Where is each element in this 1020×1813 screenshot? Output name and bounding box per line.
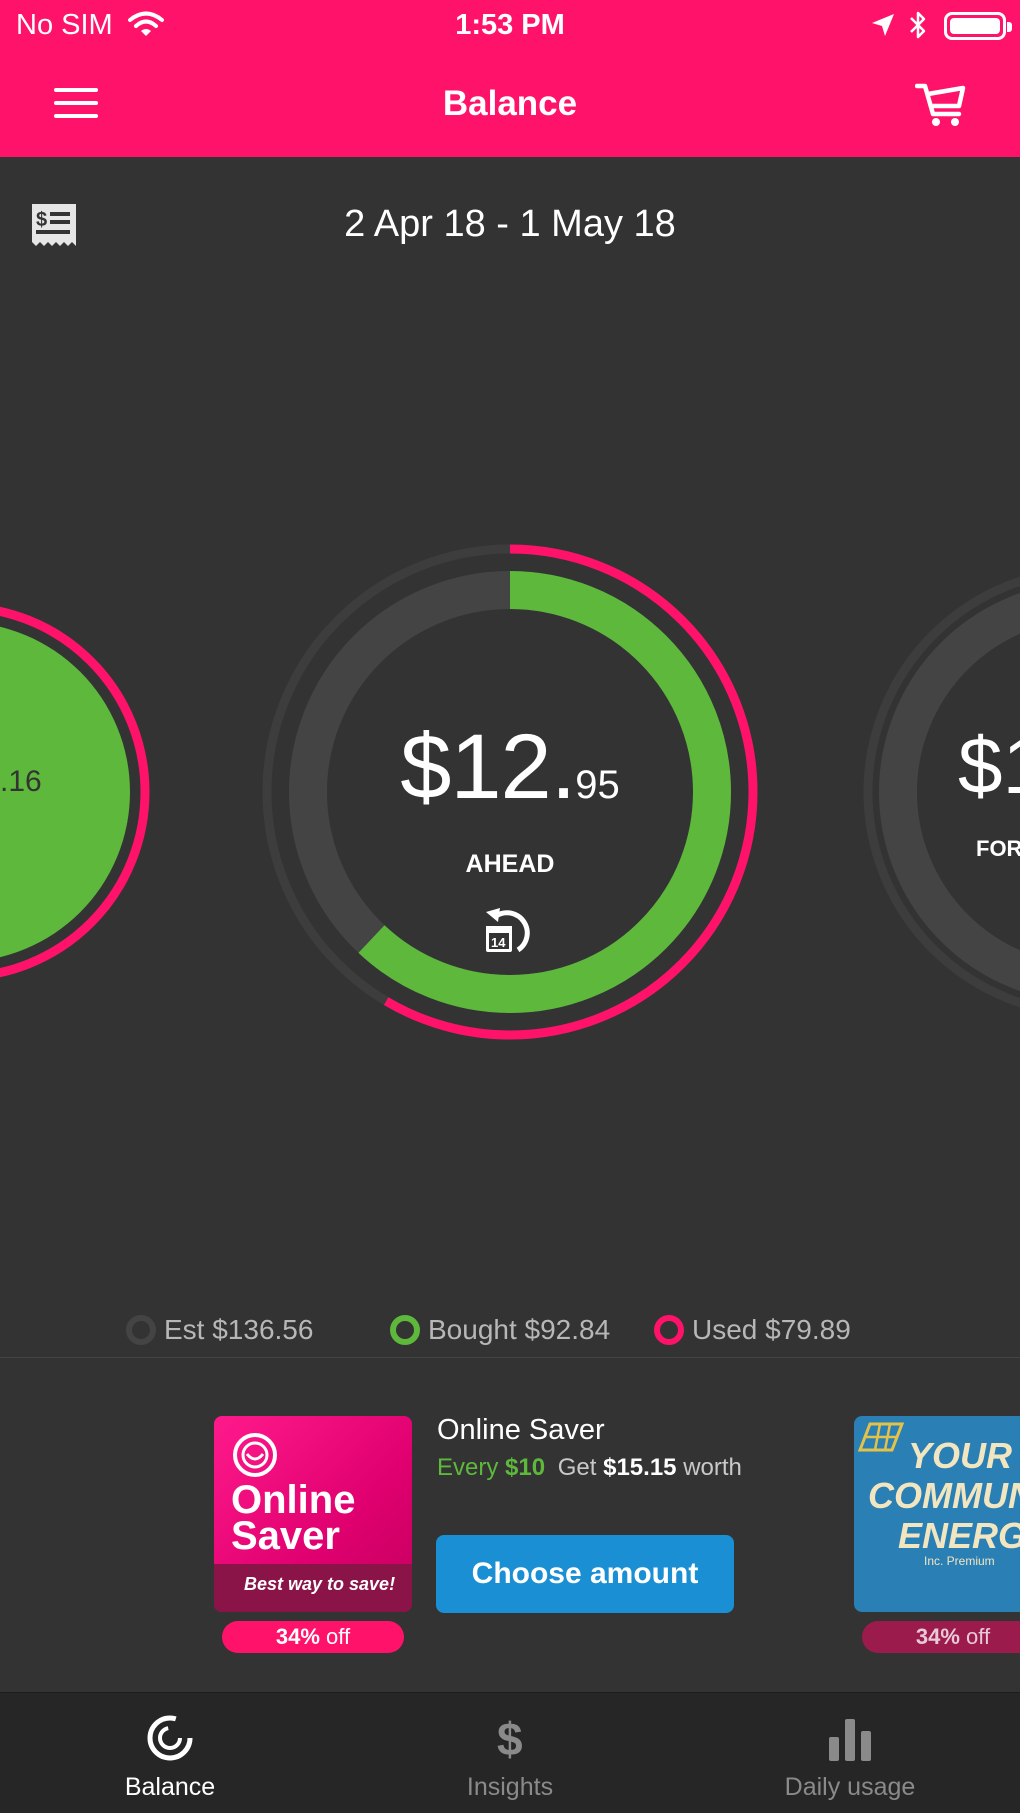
offer-every-label: Every	[437, 1454, 499, 1481]
legend-used: Used $79.89	[654, 1310, 851, 1350]
legend-est: Est $136.56	[126, 1310, 313, 1350]
legend-est-label: Est $136.56	[164, 1314, 314, 1345]
tab-daily-usage-label: Daily usage	[784, 1773, 916, 1801]
next-est-ring	[863, 576, 1020, 1008]
status-bar: No SIM 1:53 PM	[0, 0, 1020, 52]
balance-status: AHEAD	[465, 850, 555, 878]
clock: 1:53 PM	[455, 9, 565, 41]
community-line-1: YOUR	[908, 1435, 1013, 1476]
community-line-3: ENERGY	[898, 1515, 1020, 1556]
solar-panel-icon	[857, 1422, 905, 1452]
balance-rings	[0, 544, 1020, 1040]
tab-balance-label: Balance	[124, 1773, 216, 1801]
tab-bar: Balance $ Insights Daily usage	[0, 1692, 1020, 1813]
tab-balance[interactable]: Balance	[0, 1693, 340, 1813]
est-dot-icon	[126, 1315, 156, 1345]
next-balance-value: $1	[958, 721, 1020, 810]
offer-worth-label: worth	[683, 1454, 742, 1481]
choose-amount-button[interactable]: Choose amount	[436, 1535, 734, 1613]
location-arrow-icon	[872, 14, 894, 36]
tab-insights-label: Insights	[466, 1773, 554, 1801]
offer-get-amount: $15.15	[603, 1454, 677, 1481]
bar-chart-icon	[829, 1719, 871, 1761]
previous-bought-disc	[0, 626, 130, 958]
balance-amount-main: $12.	[400, 716, 576, 818]
community-energy-card[interactable]: YOUR COMMUNITY ENERGY Inc. Premium	[854, 1416, 1020, 1612]
carrier-label: No SIM	[16, 9, 113, 41]
second-discount-badge: 34% off	[862, 1621, 1020, 1653]
discount-value: 34%	[275, 1624, 320, 1649]
bought-arc	[289, 571, 731, 1013]
receipt-icon[interactable]: $	[30, 202, 78, 250]
svg-text:14: 14	[491, 935, 506, 950]
svg-text:$: $	[497, 1713, 523, 1763]
battery-icon	[944, 12, 1012, 40]
used-dot-icon	[654, 1315, 684, 1345]
promo-title: Online Saver	[437, 1414, 605, 1446]
app-header: No SIM 1:53 PM Balance	[0, 0, 1020, 157]
promo-offer: Every $10 Get $15.15 worth	[437, 1454, 742, 1482]
logo-line-2: Saver	[231, 1514, 340, 1558]
tab-insights[interactable]: $ Insights	[340, 1693, 680, 1813]
wifi-icon	[128, 11, 164, 36]
dollar-icon: $	[497, 1713, 523, 1763]
menu-icon[interactable]	[54, 88, 98, 118]
used-arc	[262, 544, 758, 1040]
balance-carousel[interactable]: .16 $1 FOR $12.95 AHEAD 14	[0, 520, 1020, 1060]
community-small-print: Inc. Premium	[924, 1554, 995, 1568]
date-range[interactable]: 2 Apr 18 - 1 May 18	[344, 203, 676, 245]
second-discount-value: 34%	[915, 1624, 960, 1649]
online-saver-card[interactable]: Online Saver Best way to save!	[214, 1416, 412, 1612]
community-line-2: COMMUNITY	[868, 1475, 1020, 1516]
balance-amount-cents: 95	[575, 763, 620, 807]
balance-amount: $12.95	[0, 715, 1020, 820]
smile-logo-icon	[233, 1433, 277, 1477]
calendar-history-icon[interactable]: 14	[482, 900, 538, 956]
previous-used-ring	[0, 606, 150, 978]
offer-get-label: Get	[557, 1454, 597, 1481]
next-track-ring	[879, 593, 1020, 991]
previous-balance-value: .16	[0, 765, 42, 798]
cart-icon[interactable]	[915, 80, 969, 128]
next-balance-status: FOR	[976, 836, 1020, 861]
discount-badge: 34% off	[222, 1621, 404, 1653]
second-discount-suffix: off	[959, 1624, 991, 1649]
balance-ring-icon	[147, 1715, 193, 1761]
offer-every-amount: $10	[505, 1454, 546, 1481]
discount-suffix: off	[319, 1624, 351, 1649]
page-title: Balance	[442, 84, 578, 123]
logo-band	[214, 1564, 412, 1612]
legend-used-label: Used $79.89	[692, 1314, 851, 1345]
community-energy-logo: YOUR COMMUNITY ENERGY	[868, 1436, 1020, 1556]
online-saver-logo: Online Saver	[231, 1478, 356, 1558]
logo-line-1: Online	[231, 1478, 356, 1522]
tab-daily-usage[interactable]: Daily usage	[680, 1693, 1020, 1813]
legend-bought: Bought $92.84	[390, 1310, 610, 1350]
balance-legend: Est $136.56 Bought $92.84 Used $79.89	[0, 1310, 1020, 1350]
svg-text:$: $	[36, 209, 47, 231]
bought-dot-icon	[390, 1315, 420, 1345]
divider	[0, 1357, 1020, 1358]
bluetooth-icon	[910, 11, 926, 39]
legend-bought-label: Bought $92.84	[428, 1314, 611, 1345]
logo-tagline: Best way to save!	[244, 1574, 396, 1594]
